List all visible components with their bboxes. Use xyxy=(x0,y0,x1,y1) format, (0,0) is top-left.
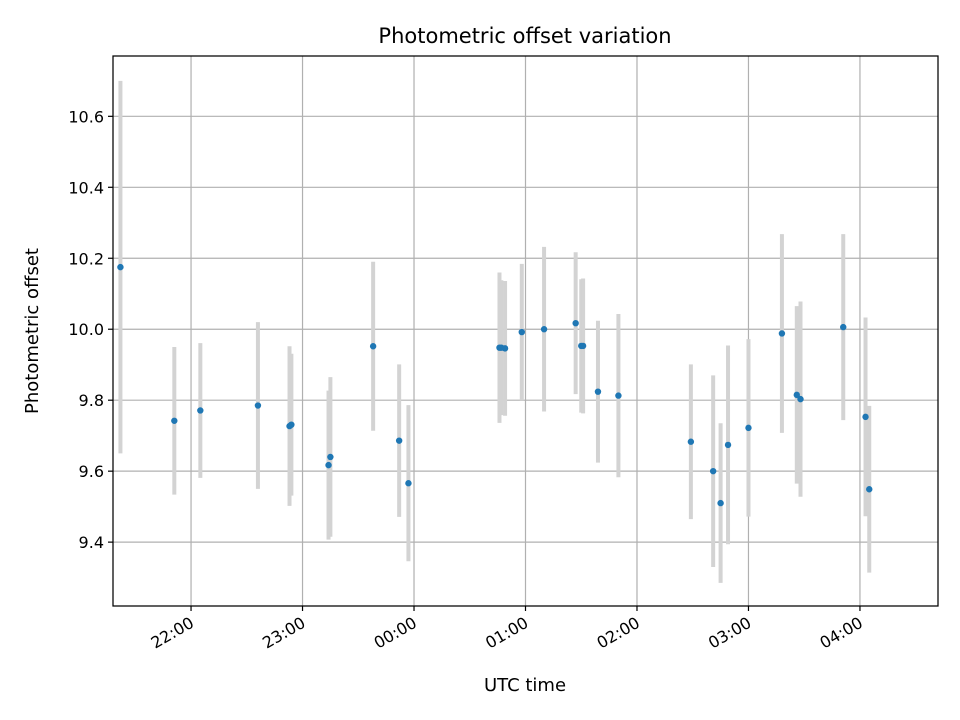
data-point xyxy=(171,417,178,424)
y-tick-label: 10.2 xyxy=(68,249,104,268)
y-tick-label: 9.4 xyxy=(79,533,104,552)
data-points xyxy=(117,263,873,507)
y-tick-label: 10.6 xyxy=(68,107,104,126)
data-point xyxy=(717,499,724,507)
data-point xyxy=(327,453,334,461)
chart-title: Photometric offset variation xyxy=(378,24,671,48)
data-point xyxy=(594,388,602,395)
data-point xyxy=(745,424,752,432)
data-point xyxy=(501,345,509,352)
y-tick-label: 9.6 xyxy=(79,462,104,481)
data-point xyxy=(793,391,800,399)
data-point xyxy=(778,330,786,337)
data-point xyxy=(687,438,695,445)
x-axis-title: UTC time xyxy=(484,675,566,696)
data-point xyxy=(579,342,587,350)
data-point xyxy=(518,328,525,336)
data-point xyxy=(540,326,548,333)
data-point xyxy=(395,437,403,444)
data-point xyxy=(254,402,262,409)
y-axis-title: Photometric offset xyxy=(22,248,43,414)
data-point xyxy=(709,467,717,475)
y-tick-label: 9.8 xyxy=(79,391,104,410)
data-point xyxy=(862,413,869,421)
data-point xyxy=(724,441,732,449)
data-point xyxy=(797,395,804,403)
data-point xyxy=(288,421,295,428)
data-point xyxy=(197,407,204,414)
data-point xyxy=(117,263,124,271)
data-point xyxy=(405,480,412,487)
data-point xyxy=(866,486,873,493)
data-point xyxy=(325,461,332,469)
data-point xyxy=(840,323,847,331)
grid-lines xyxy=(113,56,938,606)
data-point xyxy=(369,343,377,350)
y-tick-label: 10.4 xyxy=(68,178,104,197)
data-point xyxy=(615,392,622,399)
data-point xyxy=(572,319,579,327)
y-tick-label: 10.0 xyxy=(68,320,104,339)
